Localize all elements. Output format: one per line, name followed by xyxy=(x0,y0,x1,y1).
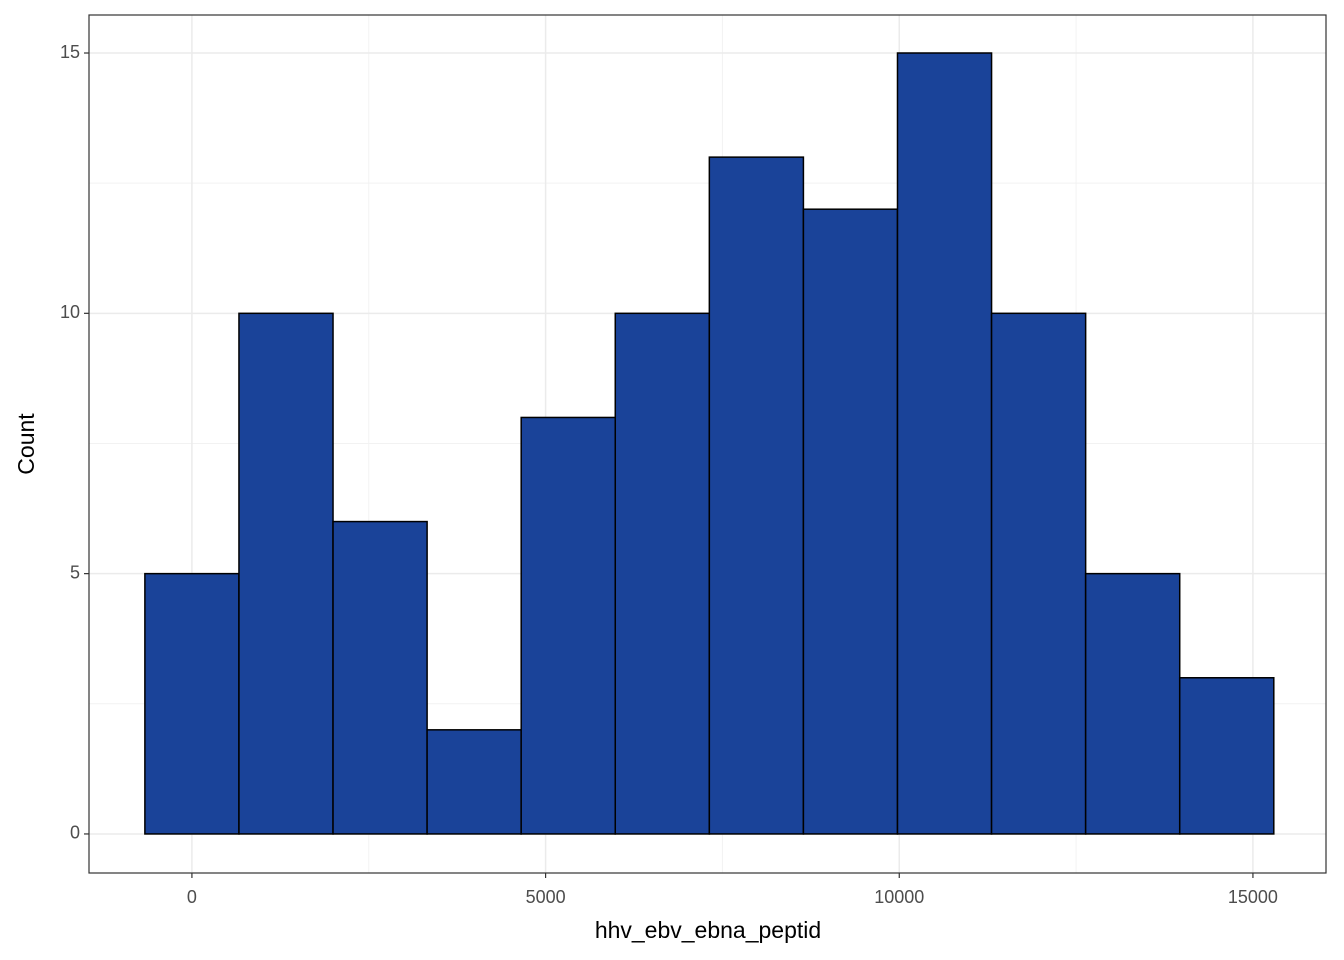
bar xyxy=(708,156,805,835)
bar xyxy=(332,520,428,835)
x-tick-label: 5000 xyxy=(526,887,566,907)
y-tick-label: 0 xyxy=(70,823,80,843)
y-tick-label: 5 xyxy=(70,562,80,582)
x-axis-title: hhv_ebv_ebna_peptid xyxy=(595,917,821,943)
bar xyxy=(990,312,1087,835)
bar xyxy=(426,729,522,835)
bar xyxy=(1084,572,1181,835)
y-axis-title: Count xyxy=(13,413,39,475)
y-tick-label: 15 xyxy=(60,42,80,62)
panel-border xyxy=(88,14,1327,874)
bar xyxy=(520,416,617,835)
bar xyxy=(896,52,993,835)
bar xyxy=(802,208,899,835)
x-tick-label: 0 xyxy=(187,887,197,907)
x-tick-label: 15000 xyxy=(1228,887,1278,907)
bar xyxy=(238,312,334,835)
x-tick-label: 10000 xyxy=(874,887,924,907)
bar xyxy=(614,312,711,835)
bar xyxy=(1178,677,1275,835)
y-tick-label: 10 xyxy=(60,302,80,322)
bar xyxy=(144,572,240,835)
